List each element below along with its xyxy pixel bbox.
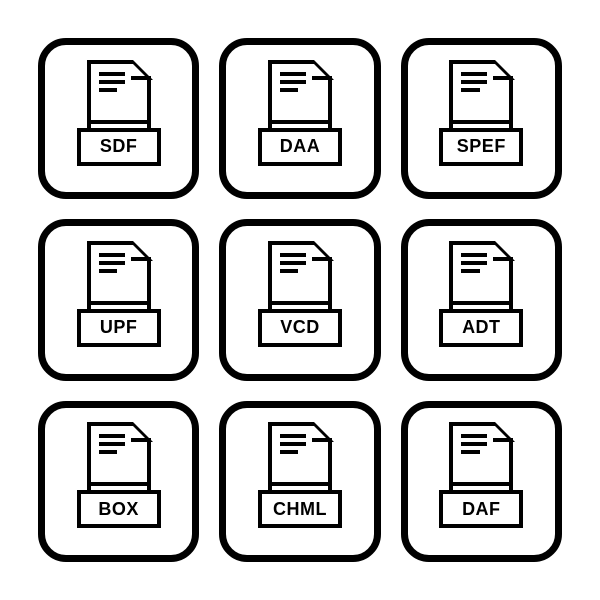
- file-type-daf: DAF: [401, 401, 562, 562]
- file-type-sdf: SDF: [38, 38, 199, 199]
- file-type-daa: DAA: [219, 38, 380, 199]
- file-type-label: DAA: [280, 136, 321, 157]
- document-icon: SDF: [77, 60, 161, 178]
- file-type-label: UPF: [100, 317, 138, 338]
- file-type-label: VCD: [280, 317, 320, 338]
- file-type-chml: CHML: [219, 401, 380, 562]
- document-icon: CHML: [258, 422, 342, 540]
- file-type-label: DAF: [462, 499, 501, 520]
- file-type-upf: UPF: [38, 219, 199, 380]
- document-icon: UPF: [77, 241, 161, 359]
- document-icon: ADT: [439, 241, 523, 359]
- file-type-label: CHML: [273, 499, 327, 520]
- file-type-label: ADT: [462, 317, 501, 338]
- file-type-label: BOX: [98, 499, 139, 520]
- document-icon: DAF: [439, 422, 523, 540]
- file-type-adt: ADT: [401, 219, 562, 380]
- file-type-box: BOX: [38, 401, 199, 562]
- file-type-vcd: VCD: [219, 219, 380, 380]
- document-icon: DAA: [258, 60, 342, 178]
- document-icon: SPEF: [439, 60, 523, 178]
- file-type-spef: SPEF: [401, 38, 562, 199]
- file-type-icon-grid: SDF DAA SPEF: [0, 0, 600, 600]
- document-icon: BOX: [77, 422, 161, 540]
- file-type-label: SDF: [100, 136, 138, 157]
- file-type-label: SPEF: [457, 136, 506, 157]
- document-icon: VCD: [258, 241, 342, 359]
